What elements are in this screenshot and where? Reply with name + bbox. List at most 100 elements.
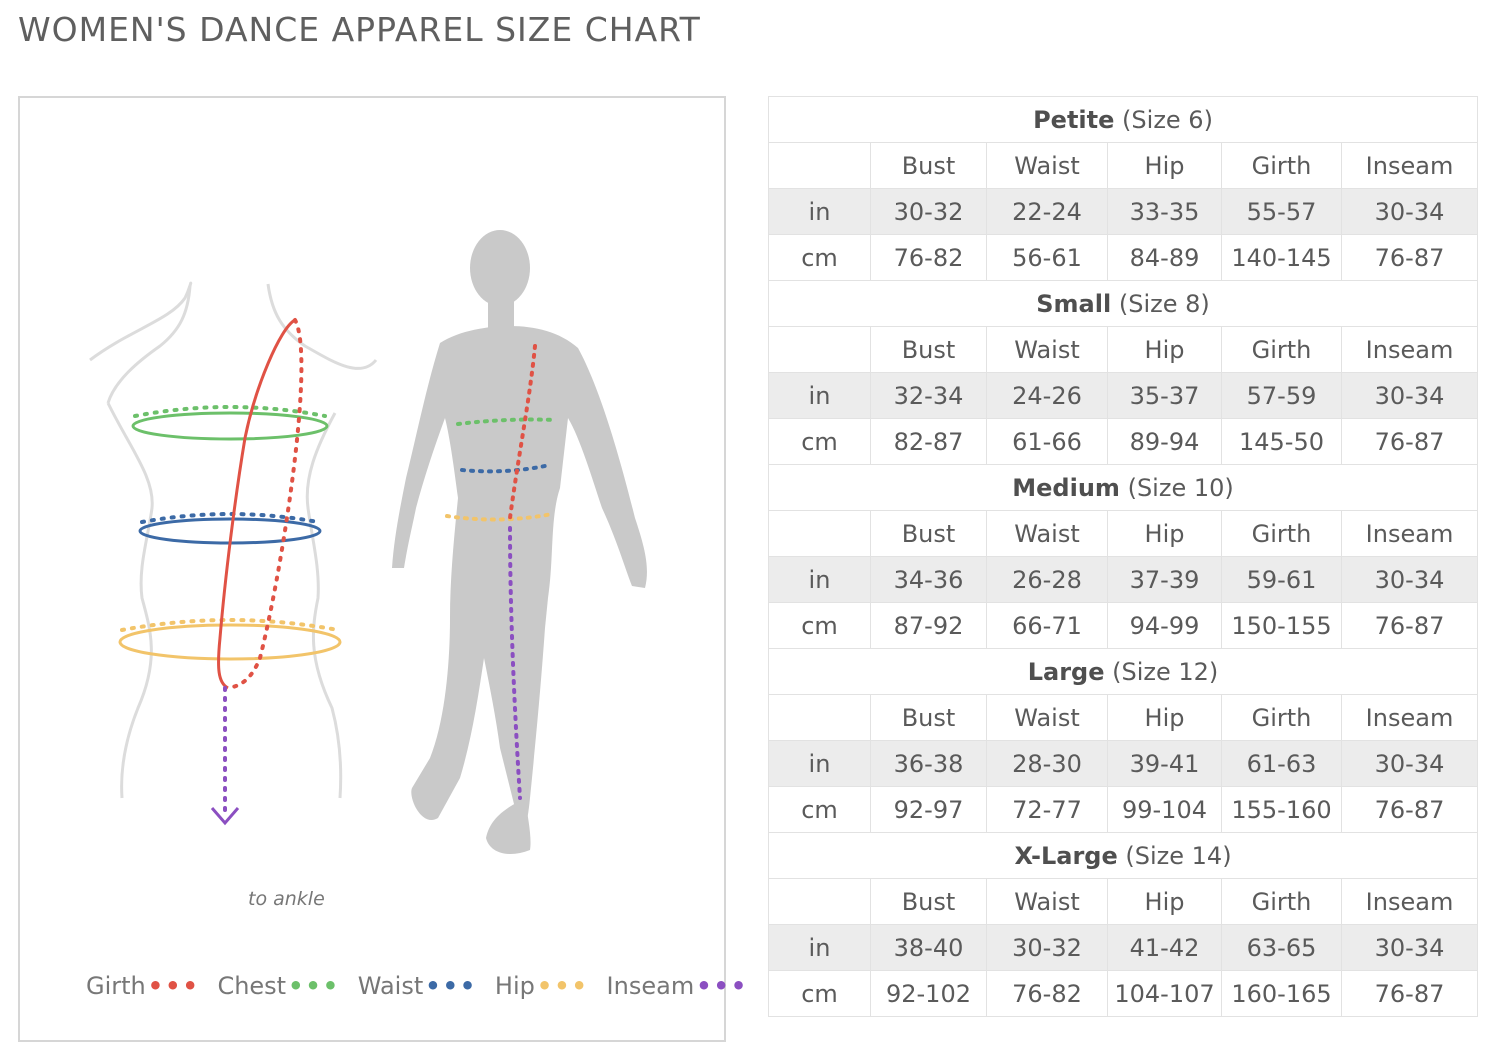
value-cell: 30-34 [1340, 372, 1479, 419]
value-cell: 22-24 [986, 188, 1108, 235]
value-cell: 82-87 [870, 418, 987, 465]
legend-waist: Waist••• [357, 972, 478, 1000]
legend-hip: Hip••• [494, 972, 589, 1000]
unit-cell: cm [768, 602, 871, 649]
body-measurement-illustration [89, 230, 647, 854]
column-header: Inseam [1340, 326, 1479, 373]
value-cell: 33-35 [1107, 188, 1222, 235]
size-name: Small [1036, 289, 1112, 318]
value-cell: 30-34 [1340, 924, 1479, 971]
value-cell: 61-63 [1221, 740, 1342, 787]
size-title: Small (Size 8) [767, 280, 1479, 327]
value-cell: 30-34 [1340, 188, 1479, 235]
size-title: Medium (Size 10) [767, 464, 1479, 511]
column-header-row: Bust Waist Hip Girth Inseam [768, 142, 1479, 189]
column-header: Girth [1221, 878, 1342, 925]
column-header: Waist [986, 142, 1108, 189]
value-cell: 72-77 [986, 786, 1108, 833]
column-header: Waist [986, 326, 1108, 373]
column-header-row: Bust Waist Hip Girth Inseam [768, 694, 1479, 741]
size-name: X-Large [1014, 841, 1118, 870]
value-cell: 140-145 [1221, 234, 1342, 281]
value-cell: 32-34 [870, 372, 987, 419]
value-cell: 26-28 [986, 556, 1108, 603]
value-cell: 94-99 [1107, 602, 1222, 649]
measurement-diagram: to ankle Girth••• Chest••• Waist••• Hip•… [18, 96, 746, 1042]
value-cell: 145-50 [1221, 418, 1342, 465]
table-row: in 38-40 30-32 41-42 63-65 30-34 [768, 924, 1479, 971]
column-header: Hip [1107, 142, 1222, 189]
column-header [768, 142, 871, 189]
size-name: Large [1027, 657, 1105, 686]
value-cell: 66-71 [986, 602, 1108, 649]
size-name: Medium [1012, 473, 1120, 502]
table-row: cm 92-102 76-82 104-107 160-165 76-87 [768, 970, 1479, 1017]
column-header: Girth [1221, 694, 1342, 741]
value-cell: 76-87 [1340, 602, 1479, 649]
size-number: (Size 8) [1118, 289, 1210, 318]
value-cell: 30-32 [986, 924, 1108, 971]
value-cell: 76-82 [870, 234, 987, 281]
value-cell: 30-34 [1340, 740, 1479, 787]
column-header-row: Bust Waist Hip Girth Inseam [768, 878, 1479, 925]
size-title: X-Large (Size 14) [767, 832, 1479, 879]
size-name: Petite [1033, 105, 1115, 134]
column-header: Waist [986, 694, 1108, 741]
column-header: Bust [870, 878, 987, 925]
column-header: Hip [1107, 510, 1222, 557]
column-header: Girth [1221, 142, 1342, 189]
column-header-row: Bust Waist Hip Girth Inseam [768, 326, 1479, 373]
column-header [768, 694, 871, 741]
value-cell: 61-66 [986, 418, 1108, 465]
value-cell: 28-30 [986, 740, 1108, 787]
torso-outline [89, 281, 378, 799]
value-cell: 76-87 [1340, 418, 1479, 465]
value-cell: 56-61 [986, 234, 1108, 281]
size-chart-body: Petite (Size 6) Bust Waist Hip Girth Inseam in… [767, 96, 1479, 1017]
value-cell: 35-37 [1107, 372, 1222, 419]
column-header: Bust [870, 510, 987, 557]
value-cell: 84-89 [1107, 234, 1222, 281]
column-header: Bust [870, 142, 987, 189]
table-row: in 34-36 26-28 37-39 59-61 30-34 [768, 556, 1479, 603]
column-header: Inseam [1340, 878, 1479, 925]
value-cell: 89-94 [1107, 418, 1222, 465]
value-cell: 76-87 [1340, 970, 1479, 1017]
size-title-row: X-Large (Size 14) [767, 832, 1479, 879]
value-cell: 55-57 [1221, 188, 1342, 235]
value-cell: 37-39 [1107, 556, 1222, 603]
table-row: in 36-38 28-30 39-41 61-63 30-34 [768, 740, 1479, 787]
legend-chest: Chest••• [217, 972, 341, 1000]
arrow-down-icon [210, 807, 240, 826]
column-header: Waist [986, 510, 1108, 557]
table-row: cm 76-82 56-61 84-89 140-145 76-87 [768, 234, 1479, 281]
unit-cell: in [768, 924, 871, 971]
column-header: Girth [1221, 326, 1342, 373]
legend-inseam: Inseam••• [606, 972, 749, 1000]
column-header: Bust [870, 326, 987, 373]
column-header: Hip [1107, 326, 1222, 373]
hip-line [118, 623, 342, 661]
value-cell: 24-26 [986, 372, 1108, 419]
table-row: in 32-34 24-26 35-37 57-59 30-34 [768, 372, 1479, 419]
girth-line [217, 318, 296, 690]
size-title: Large (Size 12) [767, 648, 1479, 695]
value-cell: 92-97 [870, 786, 987, 833]
unit-cell: in [768, 372, 871, 419]
value-cell: 39-41 [1107, 740, 1222, 787]
size-number: (Size 12) [1112, 657, 1219, 686]
value-cell: 99-104 [1107, 786, 1222, 833]
value-cell: 30-34 [1340, 556, 1479, 603]
size-title-row: Small (Size 8) [767, 280, 1479, 327]
value-cell: 34-36 [870, 556, 987, 603]
size-title: Petite (Size 6) [767, 96, 1479, 143]
column-header: Girth [1221, 510, 1342, 557]
column-header-row: Bust Waist Hip Girth Inseam [768, 510, 1479, 557]
size-number: (Size 10) [1127, 473, 1234, 502]
value-cell: 59-61 [1221, 556, 1342, 603]
value-cell: 104-107 [1107, 970, 1222, 1017]
column-header: Inseam [1340, 142, 1479, 189]
unit-cell: cm [768, 970, 871, 1017]
value-cell: 76-87 [1340, 786, 1479, 833]
legend-girth: Girth••• [86, 972, 200, 1000]
